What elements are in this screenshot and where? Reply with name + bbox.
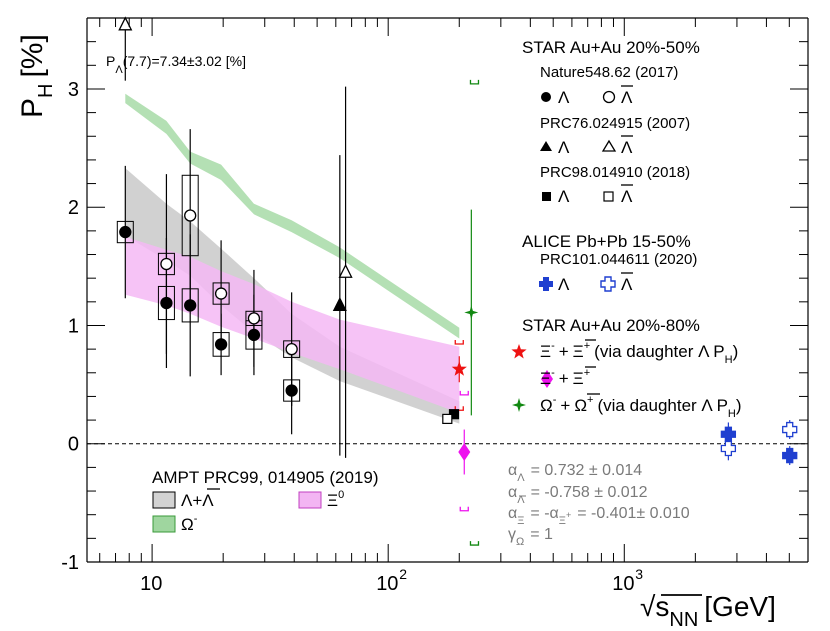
x-tick-label: 10	[140, 573, 162, 595]
systematic-box	[116, 220, 134, 244]
legend-prc76-ref: PRC76.024915 (2007)	[540, 115, 690, 132]
ampt-band-xi0	[125, 236, 460, 413]
x-tick-label: 10	[612, 573, 634, 595]
systematic-box	[212, 282, 230, 305]
legend-star-20-80: STAR Au+Au 20%-80% Ξ- + Ξ+ (via daughter Λ …	[511, 316, 742, 420]
legend-filled-square-marker	[542, 192, 551, 201]
legend-magenta-diamond-marker	[541, 370, 553, 388]
prc98-anti-lambda-point	[442, 413, 453, 425]
ampt-title: AMPT PRC99, 014905 (2019)	[152, 468, 378, 487]
systematic-box	[245, 310, 263, 326]
systematic-bracket	[469, 541, 480, 546]
legend-open-cross-marker	[600, 276, 616, 292]
ampt-band-omega	[125, 93, 460, 339]
alice-anti-lambda-point	[782, 421, 798, 438]
systematic-bracket	[454, 340, 464, 345]
xi-via-lambda-point	[451, 361, 467, 376]
systematic-brackets	[454, 79, 480, 546]
gamma-omega-line: γΩ = 1	[508, 526, 553, 548]
legend-lambda-label-1: Λ	[558, 88, 570, 107]
alpha-xi-line: αΞ = -αΞ+ = -0.401± 0.010	[508, 505, 690, 527]
x-tick-exponent: 2	[399, 566, 407, 582]
alice-lambda-point	[782, 447, 798, 464]
legend-filled-cross-marker	[539, 277, 553, 291]
legend-prc98-ref: PRC98.014910 (2018)	[540, 164, 690, 181]
legend-filled-triangle-marker	[540, 141, 552, 151]
ampt-xi0-swatch	[298, 491, 322, 509]
y-tick-label: 3	[68, 79, 79, 101]
y-tick-label: 0	[68, 434, 79, 456]
legend-omega-via-label: Ω- + Ω+ (via daughter Λ PH)	[540, 394, 742, 420]
decay-parameters: αΛ = 0.732 ± 0.014 αΛ = -0.758 ± 0.012 αΞ =…	[508, 462, 690, 548]
alpha-lambda-line: αΛ = 0.732 ± 0.014	[508, 462, 642, 484]
nature-anti-lambda-point	[160, 257, 173, 271]
legend-star1-title: STAR Au+Au 20%-50%	[522, 38, 700, 57]
legend-lambda-label-4: Λ	[558, 275, 570, 294]
x-axis-title: √sNN [GeV]	[640, 591, 776, 631]
nature-anti-lambda-point	[247, 312, 261, 325]
legend-open-square-marker	[603, 191, 614, 202]
legend-antilambda-label-2: Λ	[621, 138, 633, 157]
upper-limit-arrow-marker	[118, 16, 133, 31]
prc76-anti-lambda-point	[338, 263, 353, 278]
legend-lambda-label-3: Λ	[558, 187, 570, 206]
alpha-antilambda-line: αΛ = -0.758 ± 0.012	[508, 484, 648, 506]
xi-direct-point	[458, 443, 471, 462]
systematic-box	[181, 174, 199, 257]
legend-alice-ref: PRC101.044611 (2020)	[540, 251, 697, 268]
y-tick-label: 1	[68, 315, 79, 337]
systematic-box	[157, 252, 175, 276]
ampt-lambda-swatch	[152, 491, 176, 509]
x-tick-exponent: 3	[635, 566, 643, 582]
ampt-bands	[125, 93, 460, 424]
prc76-lambda-point	[332, 296, 347, 312]
legend-antilambda-label-1: Λ	[621, 88, 633, 107]
legend-open-triangle-marker	[601, 139, 617, 152]
legend-star-20-50: STAR Au+Au 20%-50% Nature548.62 (2017) Λ…	[522, 38, 700, 206]
legend-lambda-label-2: Λ	[558, 138, 570, 157]
ampt-omega-swatch	[152, 515, 176, 533]
legend-green-star-marker	[512, 398, 526, 412]
omega-via-lambda-point	[464, 305, 479, 320]
legend-antilambda-label-4: Λ	[621, 275, 633, 294]
legend-antilambda-label-3: Λ	[621, 187, 633, 206]
systematic-box	[283, 340, 301, 358]
nature-lambda-point	[119, 225, 132, 239]
legend-filled-circle-marker	[541, 92, 551, 102]
x-tick-label: 10	[376, 573, 398, 595]
systematic-bracket	[459, 390, 469, 396]
data-points	[116, 16, 798, 475]
y-axis-title: PH[%]	[16, 34, 57, 118]
ampt-xi0-label: Ξ0	[327, 489, 344, 510]
y-tick-label: -1	[61, 552, 79, 574]
ampt-lambda-label: Λ+Λ	[181, 491, 214, 510]
systematic-bracket	[459, 506, 469, 512]
systematic-bracket	[469, 79, 480, 85]
legend-alice: ALICE Pb+Pb 15-50% PRC101.044611 (2020) …	[522, 232, 697, 294]
alice-anti-lambda-point	[720, 440, 737, 457]
systematic-bracket	[454, 406, 464, 411]
y-tick-label: 2	[68, 197, 79, 219]
nature-anti-lambda-point	[184, 209, 197, 222]
legend-nature-ref: Nature548.62 (2017)	[540, 64, 678, 81]
legend-open-circle-marker	[602, 90, 616, 104]
legend-alice-title: ALICE Pb+Pb 15-50%	[522, 232, 691, 251]
legend-xi-direct-label: Ξ- + Ξ+	[540, 367, 590, 388]
legend-star2-title: STAR Au+Au 20%-80%	[522, 316, 700, 335]
legend-xi-via-label: Ξ- + Ξ+ (via daughter Λ PH)	[540, 340, 738, 366]
nature-anti-lambda-point	[214, 287, 228, 300]
annotation-text: PΛ(7.7)=7.34±3.02 [%]	[106, 53, 246, 76]
nature-anti-lambda-point	[285, 342, 298, 356]
upper-limit-annotation: PΛ(7.7)=7.34±3.02 [%]	[106, 53, 246, 76]
legend-ampt: AMPT PRC99, 014905 (2019) Λ+Λ Ξ0 Ω-	[152, 468, 378, 534]
legend-red-star-marker	[511, 344, 527, 359]
ampt-omega-label: Ω-	[181, 513, 198, 534]
